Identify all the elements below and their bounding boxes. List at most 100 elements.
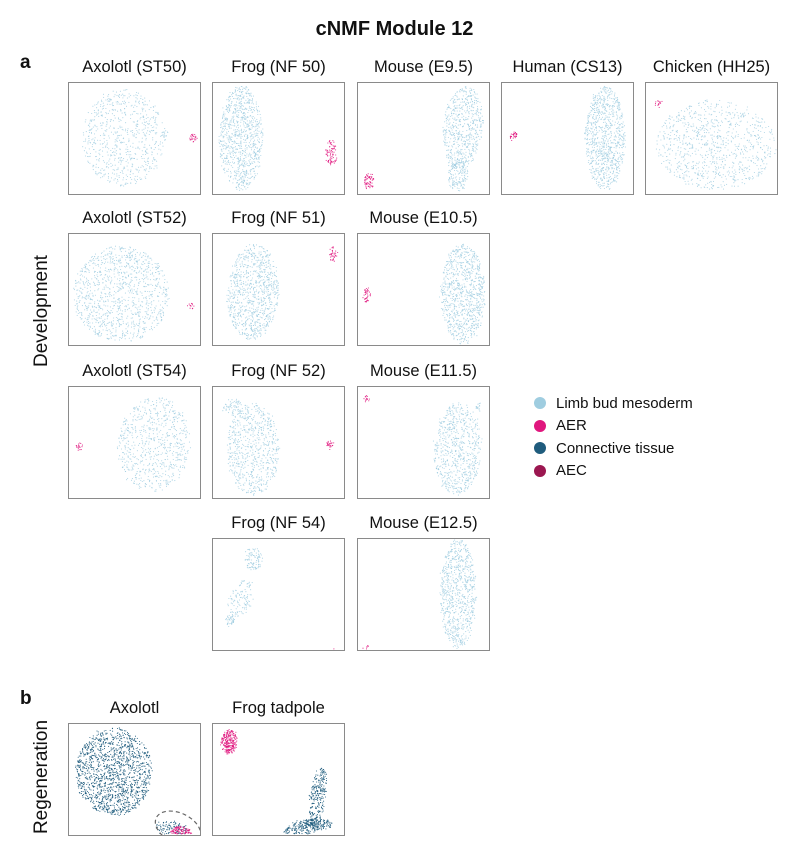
scatter-point	[470, 97, 472, 100]
scatter-point	[693, 131, 695, 133]
scatter-point	[146, 271, 148, 273]
scatter-point	[719, 130, 721, 132]
scatter-point	[454, 164, 456, 166]
scatter-point	[94, 124, 96, 126]
scatter-point	[227, 107, 229, 109]
scatter-point	[609, 148, 611, 150]
scatter-point	[456, 158, 458, 160]
scatter-point	[122, 179, 124, 181]
scatter-point	[443, 140, 445, 142]
scatter-point	[85, 296, 87, 298]
scatter-point	[689, 137, 692, 140]
scatter-point	[604, 91, 606, 93]
scatter-point	[592, 96, 594, 98]
scatter-point	[749, 177, 751, 179]
scatter-point	[141, 108, 143, 110]
scatter-point	[258, 166, 260, 168]
scatter-point	[140, 116, 142, 119]
scatter-point	[609, 171, 612, 174]
scatter-point	[150, 107, 152, 109]
scatter-point	[325, 153, 327, 155]
scatter-point	[135, 97, 137, 99]
scatter-point	[471, 117, 473, 119]
scatter-point	[98, 305, 100, 307]
scatter-point	[163, 134, 165, 136]
scatter-point	[589, 111, 591, 113]
scatter-point	[237, 179, 239, 181]
scatter-point	[736, 154, 738, 157]
scatter-point	[706, 151, 708, 153]
scatter-point	[612, 156, 614, 158]
scatter-point	[105, 267, 107, 269]
scatter-point	[158, 278, 161, 280]
scatter-point	[99, 135, 102, 137]
scatter-point	[451, 174, 453, 176]
scatter-point	[448, 114, 450, 116]
scatter-point	[154, 147, 156, 149]
scatter-point	[716, 120, 718, 122]
scatter-point	[333, 151, 335, 153]
scatter-point	[128, 96, 130, 98]
scatter-point	[227, 112, 230, 114]
scatter-point	[448, 162, 450, 164]
scatter-point	[600, 153, 602, 155]
scatter-point	[592, 171, 594, 173]
scatter-point	[133, 322, 135, 324]
scatter-point	[93, 259, 95, 261]
scatter-point	[333, 148, 335, 150]
scatter-point	[739, 167, 741, 169]
scatter-point	[704, 114, 706, 116]
scatter-point	[244, 165, 246, 167]
scatter-point	[734, 136, 736, 138]
scatter-point	[255, 121, 257, 123]
scatter-point	[96, 103, 98, 106]
scatter-point	[603, 177, 605, 179]
scatter-point	[725, 118, 727, 120]
scatter-point	[617, 142, 619, 144]
scatter-point	[148, 318, 150, 320]
scatter-point	[596, 107, 598, 109]
scatter-point	[660, 154, 662, 156]
scatter-point	[464, 178, 466, 180]
scatter-point	[457, 149, 459, 151]
scatter-point	[449, 184, 451, 186]
scatter-point	[679, 165, 681, 167]
scatter-point	[606, 170, 608, 172]
scatter-point	[710, 103, 712, 105]
scatter-point	[754, 134, 756, 137]
scatter-point	[140, 335, 142, 337]
scatter-point	[471, 149, 473, 152]
scatter-point	[610, 152, 612, 154]
scatter-point	[119, 289, 121, 291]
scatter-point	[260, 132, 262, 134]
scatter-point	[148, 170, 150, 173]
scatter-point	[160, 154, 162, 156]
scatter-point	[513, 131, 515, 133]
scatter-svg	[73, 245, 195, 342]
scatter-point	[108, 137, 110, 139]
scatter-point	[245, 118, 247, 121]
scatter-point	[664, 133, 666, 135]
scatter-point	[145, 296, 147, 298]
scatter-point	[686, 165, 688, 167]
scatter-point	[592, 156, 594, 158]
scatter-point	[463, 164, 465, 166]
scatter-point	[599, 102, 602, 104]
scatter-point	[595, 182, 598, 184]
scatter-point	[106, 258, 108, 260]
scatter-point	[676, 116, 678, 118]
scatter-point	[220, 123, 222, 125]
scatter-point	[257, 128, 259, 130]
scatter-point	[134, 179, 136, 181]
scatter-point	[134, 175, 136, 177]
scatter-point	[462, 180, 464, 182]
scatter-point	[110, 246, 112, 248]
scatter-point	[123, 95, 125, 97]
scatter-point	[127, 133, 129, 136]
scatter-point	[465, 135, 467, 137]
scatter-point	[254, 144, 256, 146]
scatter-point	[459, 152, 462, 154]
scatter-point	[124, 273, 126, 275]
scatter-point	[223, 148, 225, 150]
scatter-point	[663, 131, 665, 133]
